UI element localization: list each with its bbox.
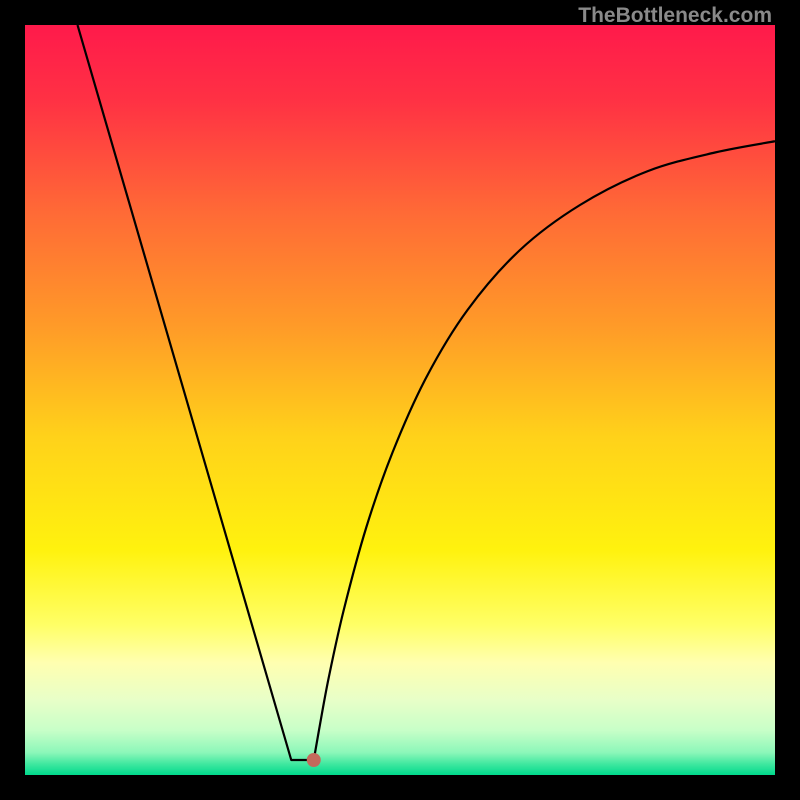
plot-area: [25, 25, 775, 775]
minimum-marker: [307, 753, 321, 767]
chart-svg: [25, 25, 775, 775]
chart-frame: TheBottleneck.com: [0, 0, 800, 800]
watermark-text: TheBottleneck.com: [578, 4, 772, 28]
gradient-background: [25, 25, 775, 775]
